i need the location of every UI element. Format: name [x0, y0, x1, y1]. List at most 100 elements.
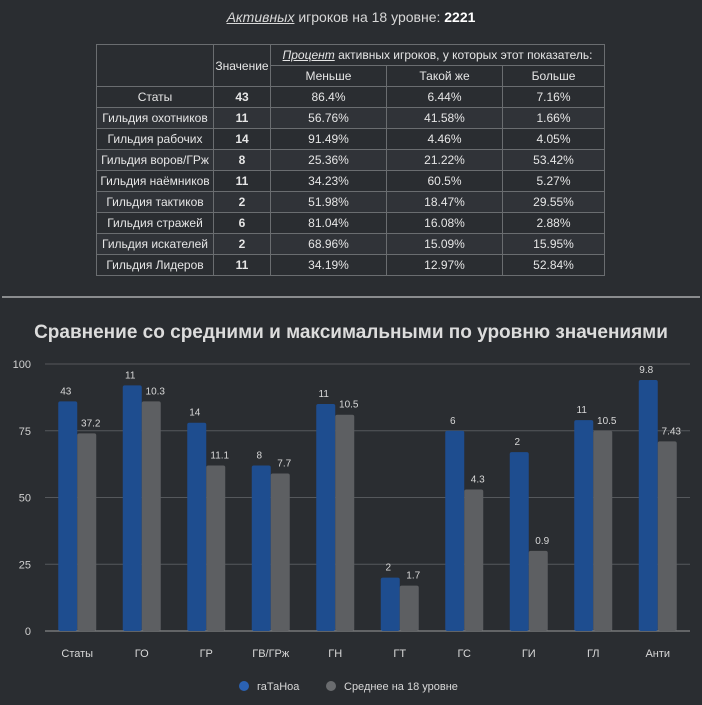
bar — [464, 489, 484, 631]
bar — [206, 465, 226, 631]
x-tick-label: ГР — [200, 648, 213, 660]
y-tick-label: 50 — [19, 493, 31, 505]
table-row: Гильдия наёмников 11 34.23% 60.5% 5.27% — [96, 170, 605, 192]
chart-title: Сравнение со средними и максимальными по… — [34, 322, 668, 343]
active-count: 2221 — [444, 9, 476, 25]
row-value: 14 — [213, 128, 271, 150]
table-row: Гильдия стражей 6 81.04% 16.08% 2.88% — [96, 212, 605, 234]
row-less: 91.49% — [270, 128, 387, 150]
data-label: 10.5 — [339, 400, 359, 411]
x-tick-label: ГО — [135, 648, 149, 660]
y-tick-label: 25 — [19, 559, 31, 571]
row-less: 25.36% — [270, 149, 387, 171]
data-label: 14 — [189, 408, 201, 419]
less-column-header: Меньше — [270, 65, 387, 87]
x-tick-label: ГТ — [393, 648, 406, 660]
row-more: 5.27% — [502, 170, 605, 192]
stats-table: Значение Процент активных игроков, у кот… — [96, 44, 605, 276]
table-row: Гильдия искателей 2 68.96% 15.09% 15.95% — [96, 233, 605, 255]
row-less: 51.98% — [270, 191, 387, 213]
row-more: 15.95% — [502, 233, 605, 255]
row-more: 7.16% — [502, 86, 605, 108]
bar — [528, 550, 548, 631]
data-label: 11 — [577, 405, 588, 416]
same-column-header: Такой же — [386, 65, 503, 87]
row-less: 86.4% — [270, 86, 387, 108]
row-value: 43 — [213, 86, 271, 108]
data-label: 2 — [385, 563, 391, 574]
data-label: 0.9 — [535, 536, 549, 547]
comparison-chart: Сравнение со средними и максимальными по… — [0, 300, 702, 705]
row-name: Гильдия Лидеров — [96, 254, 214, 276]
row-more: 29.55% — [502, 191, 605, 213]
table-row: Гильдия рабочих 14 91.49% 4.46% 4.05% — [96, 128, 605, 150]
row-same: 41.58% — [386, 107, 503, 129]
row-value: 8 — [213, 149, 271, 171]
bar — [251, 465, 271, 631]
bar — [380, 577, 400, 631]
row-less: 81.04% — [270, 212, 387, 234]
data-label: 43 — [60, 386, 72, 397]
active-label: Активных — [226, 9, 295, 25]
data-label: 10.3 — [146, 386, 166, 397]
x-tick-label: ГС — [458, 648, 471, 660]
data-label: 2 — [514, 437, 520, 448]
x-tick-label: ГН — [328, 648, 342, 660]
data-label: 4.3 — [471, 474, 485, 485]
bar — [335, 414, 355, 631]
active-middle-text: игроков на 18 уровне: — [294, 9, 445, 25]
row-same: 12.97% — [386, 254, 503, 276]
data-label: 11 — [125, 370, 136, 381]
x-tick-label: ГИ — [522, 648, 536, 660]
data-label: 6 — [450, 416, 456, 427]
section-divider — [2, 296, 700, 298]
data-label: 7.7 — [277, 458, 291, 469]
active-players-title: Активных игроков на 18 уровне: 2221 — [0, 9, 702, 25]
more-column-header: Больше — [502, 65, 605, 87]
row-name: Гильдия охотников — [96, 107, 214, 129]
row-same: 6.44% — [386, 86, 503, 108]
row-less: 56.76% — [270, 107, 387, 129]
bar — [77, 433, 97, 631]
bar — [58, 401, 78, 631]
row-less: 34.19% — [270, 254, 387, 276]
value-column-header: Значение — [213, 44, 271, 87]
data-label: 37.2 — [81, 418, 101, 429]
data-label: 10.5 — [597, 416, 617, 427]
row-value: 11 — [213, 254, 271, 276]
legend-swatch — [326, 681, 336, 691]
table-row: Гильдия воров/ГРж 8 25.36% 21.22% 53.42% — [96, 149, 605, 171]
row-name: Гильдия искателей — [96, 233, 214, 255]
bar — [445, 430, 465, 631]
data-label: 9.8 — [639, 365, 653, 376]
bar — [187, 422, 207, 631]
legend-label: Среднее на 18 уровне — [344, 681, 458, 693]
row-same: 60.5% — [386, 170, 503, 192]
row-same: 4.46% — [386, 128, 503, 150]
row-value: 11 — [213, 170, 271, 192]
data-label: 11.1 — [210, 450, 229, 461]
table-corner-cell — [96, 44, 214, 87]
x-tick-label: ГВ/ГРж — [252, 648, 290, 660]
bar — [509, 452, 529, 631]
legend-swatch — [239, 681, 249, 691]
bar — [122, 385, 142, 631]
y-tick-label: 75 — [19, 426, 31, 438]
data-label: 7.43 — [662, 426, 682, 437]
row-less: 68.96% — [270, 233, 387, 255]
legend-label: гаТаНоа — [257, 681, 300, 693]
row-less: 34.23% — [270, 170, 387, 192]
row-name: Гильдия тактиков — [96, 191, 214, 213]
chart-svg: 0 25 50 75 100 43 37.2 Статы 11 10.3 ГО 14 11.1 ГР 8 7.… — [13, 359, 690, 693]
table-row: Гильдия Лидеров 11 34.19% 12.97% 52.84% — [96, 254, 605, 276]
y-tick-label: 0 — [25, 626, 31, 638]
table-row: Статы 43 86.4% 6.44% 7.16% — [96, 86, 605, 108]
row-name: Статы — [96, 86, 214, 108]
percent-header: Процент активных игроков, у которых этот… — [270, 44, 605, 66]
row-more: 2.88% — [502, 212, 605, 234]
row-value: 6 — [213, 212, 271, 234]
table-row: Гильдия тактиков 2 51.98% 18.47% 29.55% — [96, 191, 605, 213]
row-name: Гильдия воров/ГРж — [96, 149, 214, 171]
row-more: 52.84% — [502, 254, 605, 276]
data-label: 1.7 — [406, 571, 420, 582]
